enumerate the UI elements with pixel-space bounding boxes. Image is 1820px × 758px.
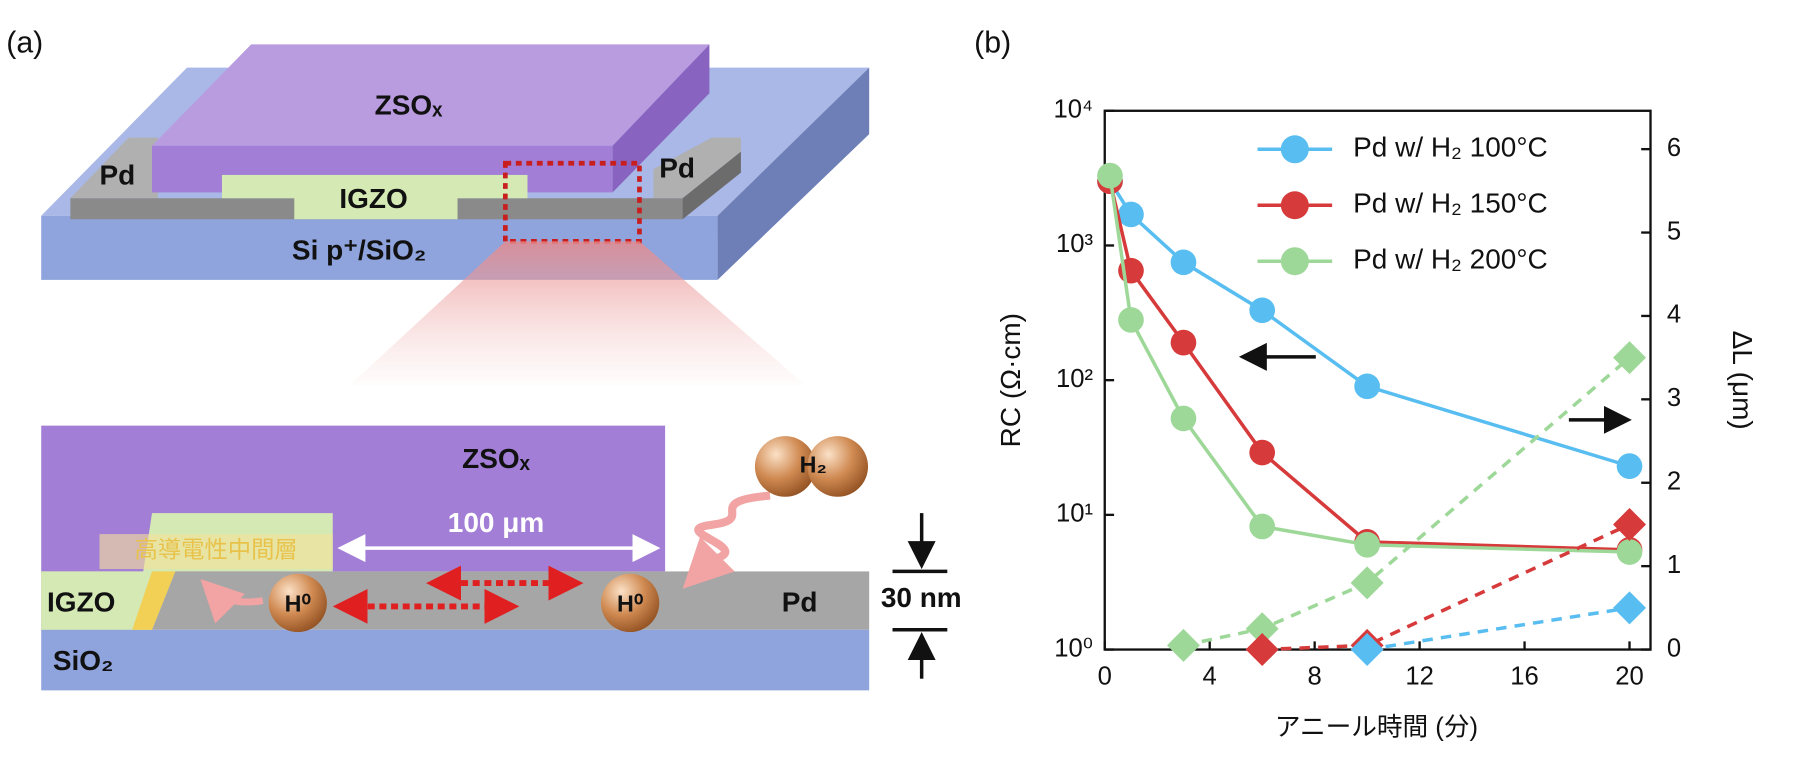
x-axis-label: アニール時間 (分): [1275, 714, 1478, 742]
point: [1350, 633, 1384, 667]
zoom-fan: [350, 241, 806, 385]
sio2-layer: [41, 629, 870, 691]
series-line: [1108, 175, 1630, 554]
y2-tick-label: 0: [1667, 634, 1681, 662]
label: ZSOₓ: [375, 90, 443, 121]
label: H⁰: [617, 590, 643, 616]
interlayer-edge: [132, 571, 176, 630]
point: [1118, 201, 1144, 228]
point: [1613, 591, 1647, 625]
y-tick-label: 10⁰: [1054, 634, 1093, 662]
point: [1097, 162, 1123, 189]
y-tick-label: 10¹: [1056, 500, 1093, 528]
x-tick-label: 4: [1203, 662, 1217, 690]
label: Pd: [782, 586, 818, 617]
series-line: [1108, 180, 1630, 552]
point: [1249, 297, 1276, 324]
pd-side: [682, 151, 741, 220]
interlayer-zone: [99, 534, 333, 570]
panel-label: (a): [6, 26, 43, 59]
point: [1170, 405, 1197, 432]
x-tick-label: 12: [1405, 662, 1434, 690]
zoom-box: [503, 160, 642, 244]
panel-label: (b): [974, 26, 1011, 59]
point: [1350, 566, 1384, 600]
y2-tick-label: 6: [1667, 134, 1681, 162]
label: Pd: [659, 153, 695, 184]
legend-label: Pd w/ H₂ 200°C: [1353, 244, 1548, 275]
y2-tick-label: 5: [1667, 217, 1681, 245]
flow-arrow: [200, 579, 264, 624]
point: [1170, 329, 1197, 356]
pd-left: [70, 137, 158, 199]
h2-atom: [807, 436, 869, 497]
label: 100 μm: [448, 507, 544, 538]
label: 高導電性中間層: [135, 537, 298, 563]
label: IGZO: [47, 586, 115, 617]
y-tick-label: 10²: [1056, 365, 1094, 393]
label: H⁰: [285, 590, 311, 616]
label: 30 nm: [881, 582, 962, 613]
substrate-side: [717, 67, 870, 280]
y-axis-label: RC (Ω·cm): [995, 313, 1026, 447]
zso-top: [152, 44, 710, 146]
h2-atom: [754, 436, 816, 497]
series-line: [1366, 606, 1630, 652]
point: [1249, 439, 1276, 466]
point: [1616, 453, 1643, 479]
panel-a: (a) ZSOₓ Pd Pd IGZO Si p⁺/SiO₂: [6, 26, 962, 691]
point: [1249, 513, 1276, 540]
y2-tick-label: 4: [1667, 301, 1681, 329]
legend-label: Pd w/ H₂ 100°C: [1353, 132, 1548, 163]
y2-tick-label: 3: [1667, 384, 1681, 412]
point: [1245, 612, 1279, 646]
h-atom: [268, 573, 327, 633]
h-atom: [600, 573, 660, 633]
point: [1166, 628, 1200, 662]
zso-side: [612, 44, 710, 193]
h2-path: [682, 491, 771, 589]
point: [1354, 373, 1380, 400]
x-tick-label: 16: [1510, 662, 1539, 690]
y2-tick-label: 2: [1667, 468, 1681, 496]
label: ZSOₓ: [462, 443, 530, 474]
label: Si p⁺/SiO₂: [292, 234, 426, 265]
y2-tick-label: 1: [1667, 551, 1681, 579]
y2-axis-label: ΔL (μm): [1727, 331, 1758, 430]
x-tick-label: 8: [1308, 662, 1322, 690]
pd-right: [653, 137, 741, 199]
igzo-layer: [41, 571, 152, 630]
x-tick-label: 0: [1098, 662, 1112, 690]
label: H₂: [800, 452, 827, 478]
legend-marker: [1280, 247, 1309, 276]
point: [1613, 341, 1647, 375]
label: SiO₂: [53, 645, 114, 676]
y-tick-label: 10³: [1056, 230, 1094, 258]
x-tick-label: 20: [1615, 662, 1644, 690]
label: Pd: [100, 160, 136, 191]
panel-b: (b) アニール時間 (分) RC (Ω·cm) ΔL (μm) 0 4 8 12 16…: [974, 26, 1758, 741]
point: [1613, 507, 1647, 541]
point: [1245, 633, 1279, 667]
point: [1170, 249, 1197, 276]
y-tick-label: 10⁴: [1054, 96, 1094, 124]
point: [1616, 539, 1643, 565]
label: IGZO: [339, 183, 407, 214]
legend-label: Pd w/ H₂ 150°C: [1353, 188, 1548, 219]
series-line: [1183, 356, 1631, 648]
legend-marker: [1280, 191, 1309, 220]
point: [1118, 307, 1144, 333]
legend-marker: [1280, 135, 1309, 164]
point: [1354, 531, 1380, 558]
igzo-front: [294, 192, 458, 220]
